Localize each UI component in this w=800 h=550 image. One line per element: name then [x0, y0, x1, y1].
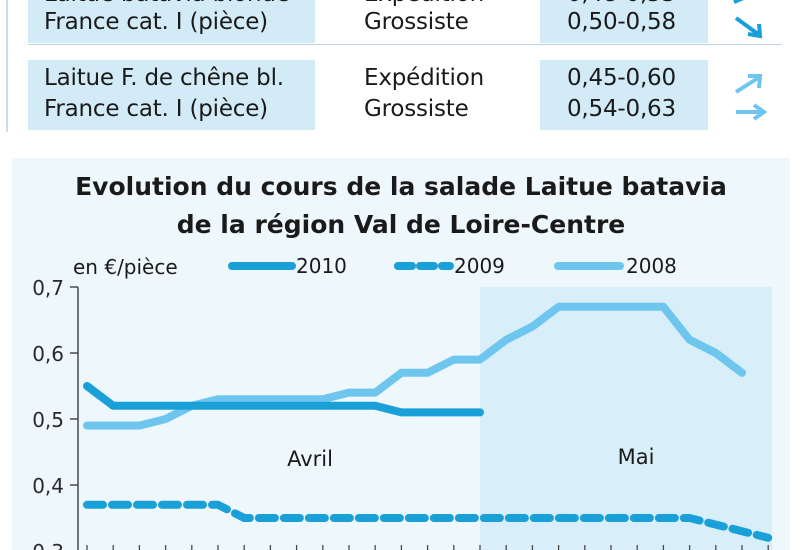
period-label-mai: Mai	[618, 445, 655, 469]
market-stage: Grossiste	[364, 9, 469, 35]
period-shade-mai	[480, 287, 772, 550]
price-range: 0,45-0,60	[567, 65, 676, 91]
trend-stable-icon	[736, 103, 768, 121]
table-left-rule	[6, 0, 8, 132]
legend-label-2010: 2010	[296, 254, 347, 278]
price-table: Laitue batavia blonde Expédition 0,48-0,…	[0, 0, 800, 135]
trend-up-icon	[733, 0, 744, 4]
market-stage: Expédition	[364, 65, 484, 91]
legend-label-2008: 2008	[626, 254, 677, 278]
market-stage: Grossiste	[364, 96, 469, 122]
y-tick-label: 0,4	[32, 474, 64, 498]
series-line-2010	[83, 382, 484, 417]
product-category: France cat. I (pièce)	[44, 96, 268, 122]
y-tick-label: 0,5	[32, 408, 64, 432]
product-band-1	[28, 0, 315, 43]
price-range: 0,54-0,63	[567, 96, 676, 122]
price-range: 0,50-0,58	[567, 9, 676, 35]
y-axis-label: en €/pièce	[73, 255, 178, 279]
table-separator	[28, 44, 782, 45]
product-name: Laitue F. de chêne bl.	[44, 65, 284, 91]
y-tick-label: 0,6	[32, 342, 64, 366]
y-tick-label: 0,3	[32, 540, 64, 550]
trend-up-icon	[734, 74, 763, 94]
product-band-2	[28, 60, 315, 130]
product-category: France cat. I (pièce)	[44, 9, 268, 35]
y-tick-label: 0,7	[32, 276, 64, 300]
chart-title: Evolution du cours de la salade Laitue b…	[75, 172, 727, 201]
price-range: 0,48-0,55	[567, 0, 676, 8]
series-line-2009	[83, 500, 773, 542]
price-band-1	[540, 0, 708, 43]
chart-subtitle: de la région Val de Loire-Centre	[176, 210, 626, 239]
period-label-avril: Avril	[287, 447, 333, 471]
trend-down-icon	[734, 16, 763, 39]
product-name: Laitue batavia blonde	[44, 0, 290, 8]
legend-label-2009: 2009	[454, 254, 505, 278]
price-band-2	[540, 60, 708, 130]
market-stage: Expédition	[364, 0, 484, 8]
